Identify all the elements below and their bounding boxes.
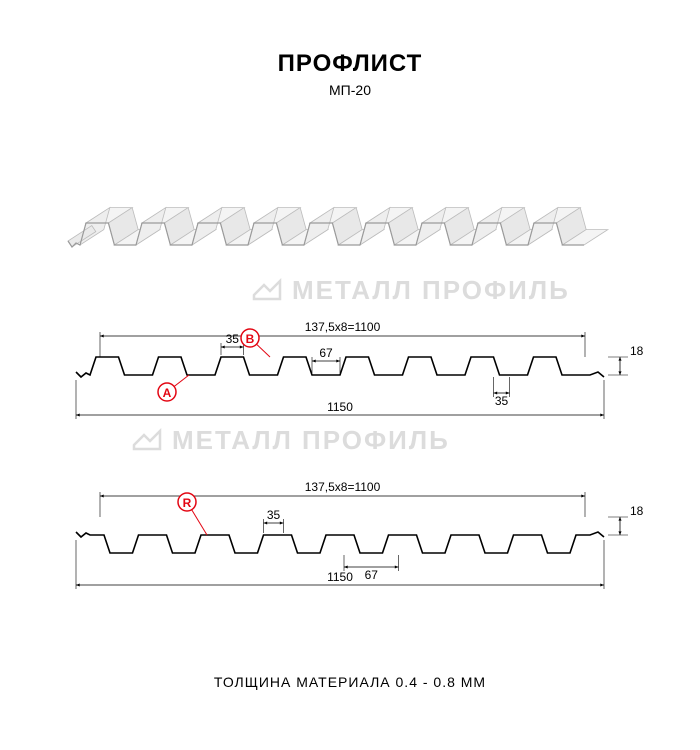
svg-text:18: 18 xyxy=(630,504,644,518)
profile-3d-view xyxy=(0,190,700,280)
cross-section-1: 137,5х8=1100 1150 35 67 35 18 xyxy=(0,310,700,440)
svg-text:35: 35 xyxy=(495,394,509,408)
svg-text:1150: 1150 xyxy=(327,400,353,414)
svg-text:67: 67 xyxy=(365,568,379,582)
svg-text:35: 35 xyxy=(226,332,240,346)
page-subtitle: МП-20 xyxy=(0,82,700,98)
svg-text:137,5х8=1100: 137,5х8=1100 xyxy=(305,480,381,494)
footer-text: ТОЛЩИНА МАТЕРИАЛА 0.4 - 0.8 ММ xyxy=(0,674,700,690)
svg-text:35: 35 xyxy=(267,508,281,522)
page-title: ПРОФЛИСТ xyxy=(0,50,700,78)
svg-text:137,5х8=1100: 137,5х8=1100 xyxy=(305,320,381,334)
watermark-logo-icon xyxy=(250,277,284,305)
cross-section-2: 137,5х8=1100 1150 35 67 18 xyxy=(0,470,700,600)
svg-text:67: 67 xyxy=(319,346,333,360)
svg-text:1150: 1150 xyxy=(327,570,353,584)
svg-text:18: 18 xyxy=(630,344,644,358)
